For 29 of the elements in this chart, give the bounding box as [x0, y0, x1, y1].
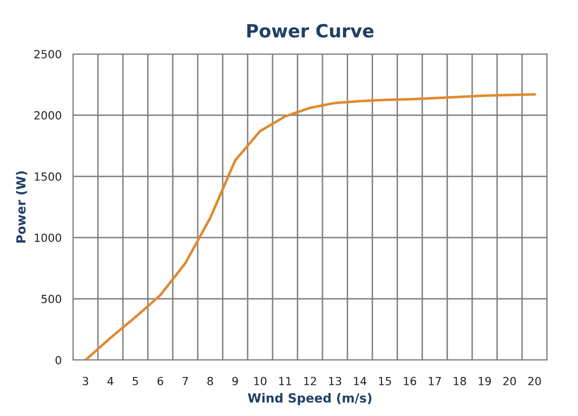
x-tick-label: 20 — [528, 376, 541, 386]
y-tick-label: 1500 — [34, 172, 62, 181]
x-tick-label: 7 — [182, 377, 188, 386]
x-tick-label: 4 — [107, 377, 114, 386]
x-tick-label: 15 — [378, 377, 391, 386]
y-tick-label: 2500 — [34, 50, 62, 58]
x-tick-label: 5 — [132, 377, 138, 386]
x-tick-label: 14 — [354, 377, 366, 386]
x-tick-label: 13 — [329, 376, 342, 386]
chart-title: Power Curve — [247, 24, 374, 38]
y-tick-label: 2000 — [34, 111, 62, 120]
x-tick-label: 10 — [254, 376, 266, 386]
x-tick-label: 3 — [82, 376, 88, 386]
x-tick-label: 18 — [454, 376, 466, 386]
x-axis-title: Wind Speed (m/s) — [248, 392, 372, 406]
x-tick-label: 9 — [232, 376, 238, 386]
x-tick-label: 8 — [207, 376, 213, 386]
x-tick-label: 19 — [478, 376, 491, 386]
y-tick-label: 0 — [56, 356, 62, 364]
line-series — [84, 93, 536, 360]
x-tick-label: 6 — [158, 376, 164, 386]
x-tick-label: 11 — [279, 377, 292, 386]
y-tick-label: 1000 — [34, 234, 62, 242]
y-axis-title: Power (W) — [16, 171, 28, 243]
x-tick-label: 16 — [404, 376, 416, 386]
x-tick-label: 17 — [428, 377, 441, 386]
x-tick-label: 12 — [304, 376, 316, 386]
x-tick-label: 20 — [503, 376, 516, 386]
y-tick-label: 500 — [42, 294, 62, 304]
